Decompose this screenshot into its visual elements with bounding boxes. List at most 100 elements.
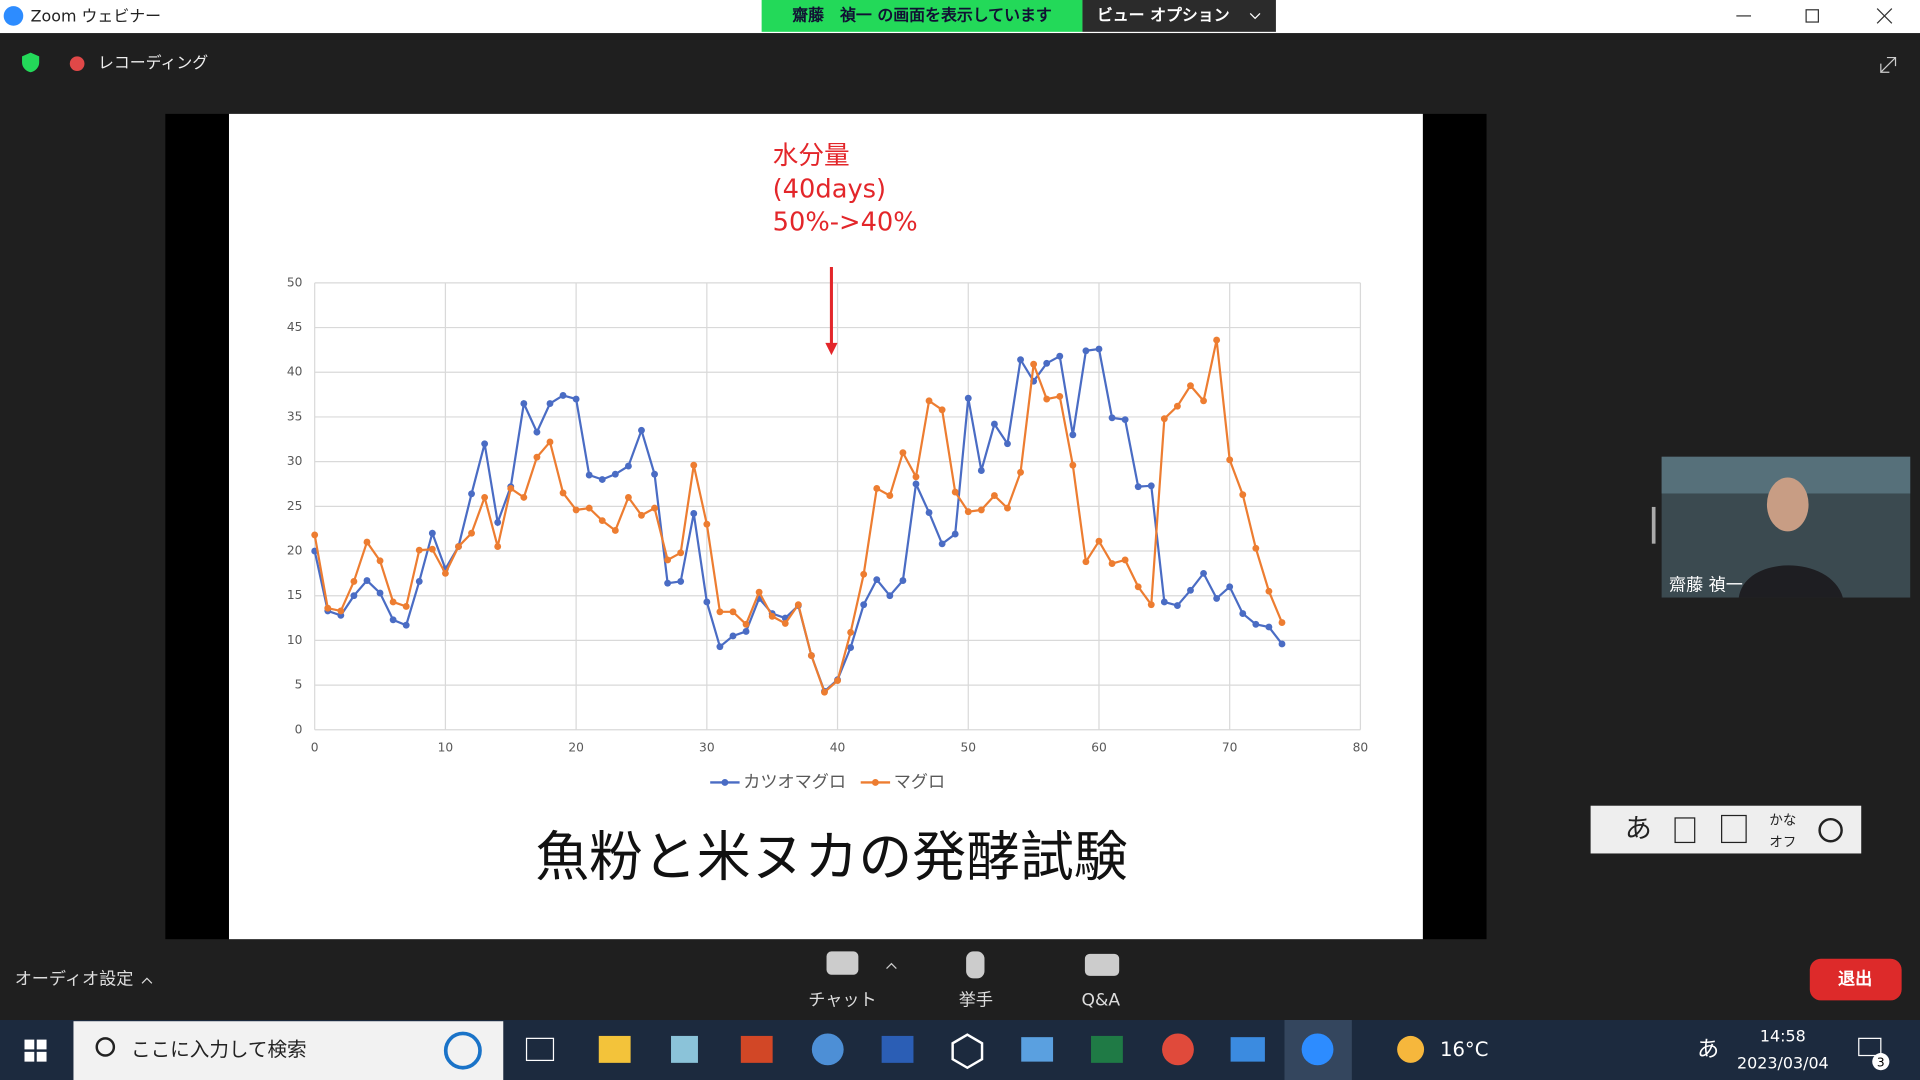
annotation-line: 水分量 xyxy=(773,141,850,171)
data-point xyxy=(1173,402,1181,410)
data-point xyxy=(481,440,489,448)
ime-dict[interactable] xyxy=(1721,814,1747,844)
data-point xyxy=(1056,352,1064,360)
temperature[interactable]: 16°C xyxy=(1440,1038,1488,1061)
data-point xyxy=(468,529,475,537)
weather-icon xyxy=(1397,1035,1425,1063)
app-icon[interactable] xyxy=(671,1035,698,1063)
bing-icon[interactable] xyxy=(443,1031,482,1070)
legend-marker xyxy=(871,779,879,786)
data-point xyxy=(455,543,462,550)
data-point xyxy=(860,570,868,578)
share-banner xyxy=(761,0,1083,32)
data-point xyxy=(755,588,763,596)
recording-label: レコーディング xyxy=(98,53,208,72)
data-point xyxy=(1082,347,1090,355)
slide xyxy=(228,113,1423,940)
start-button[interactable] xyxy=(24,1039,47,1062)
notification-badge xyxy=(1872,1053,1890,1071)
data-point xyxy=(886,592,894,600)
data-point xyxy=(494,518,502,526)
data-point xyxy=(847,628,855,636)
data-point xyxy=(1173,602,1181,609)
data-point xyxy=(664,579,672,587)
data-point xyxy=(951,530,959,538)
leave-button[interactable] xyxy=(1809,958,1902,1001)
app-icon[interactable] xyxy=(1021,1037,1054,1062)
taskbar-apps xyxy=(525,1020,1352,1080)
app-icon[interactable] xyxy=(1162,1033,1194,1066)
x-tick-label: 40 xyxy=(830,741,846,755)
y-tick-label: 45 xyxy=(287,320,303,334)
data-point xyxy=(1187,382,1194,390)
data-point xyxy=(1226,583,1234,591)
ime-mode[interactable]: あ xyxy=(1625,814,1652,845)
search-box[interactable] xyxy=(73,1021,504,1080)
data-point xyxy=(324,604,332,612)
data-point xyxy=(376,557,384,565)
data-point xyxy=(703,598,711,606)
hand-label[interactable]: 挙手 xyxy=(959,990,993,1010)
app-icon[interactable] xyxy=(951,1033,984,1070)
data-point xyxy=(1043,395,1051,403)
app-icon[interactable] xyxy=(1091,1035,1123,1063)
security-icon[interactable] xyxy=(22,52,40,73)
app-icon[interactable] xyxy=(598,1035,631,1063)
app-icon[interactable] xyxy=(881,1035,914,1063)
data-point xyxy=(990,420,998,428)
data-point xyxy=(611,527,619,534)
zoom-icon xyxy=(3,6,24,26)
data-point xyxy=(768,612,776,620)
data-point xyxy=(781,619,789,627)
chat-label[interactable]: チャット xyxy=(808,990,876,1010)
participant-name: 齋藤 禎一 xyxy=(1669,575,1743,595)
data-point xyxy=(1278,640,1286,648)
data-point xyxy=(468,490,475,498)
clock-time[interactable]: 14:58 xyxy=(1760,1027,1806,1046)
data-point xyxy=(1147,482,1155,490)
y-tick-label: 20 xyxy=(287,544,303,558)
data-point xyxy=(964,394,972,402)
data-point xyxy=(1213,594,1221,602)
view-options[interactable] xyxy=(1082,0,1276,32)
data-point xyxy=(716,608,724,616)
data-point xyxy=(873,576,881,584)
data-point xyxy=(624,493,632,501)
y-tick-label: 30 xyxy=(287,454,303,468)
ime-pad[interactable] xyxy=(1674,817,1696,844)
data-point xyxy=(559,489,567,497)
app-icon[interactable] xyxy=(740,1035,773,1063)
data-point xyxy=(664,556,672,564)
data-point xyxy=(598,476,606,483)
y-tick-label: 0 xyxy=(295,722,303,736)
notification-icon[interactable] xyxy=(1858,1037,1882,1057)
app-icon[interactable] xyxy=(525,1037,555,1062)
data-point xyxy=(585,504,593,512)
data-point xyxy=(951,488,959,496)
data-point xyxy=(533,453,541,461)
data-point xyxy=(1069,431,1077,439)
qa-label[interactable]: Q&A xyxy=(1082,990,1121,1010)
data-point xyxy=(1147,601,1155,609)
audio-settings[interactable]: オーディオ設定 xyxy=(15,969,134,990)
data-point xyxy=(402,621,410,629)
tray-ime[interactable]: あ xyxy=(1697,1038,1719,1063)
person-head xyxy=(1766,477,1809,532)
app-icon[interactable] xyxy=(1230,1037,1265,1062)
data-point xyxy=(742,628,750,635)
y-tick-label: 35 xyxy=(287,409,303,423)
data-point xyxy=(1200,569,1207,577)
fullscreen[interactable] xyxy=(1880,56,1897,73)
ime-kana[interactable]: かな xyxy=(1769,812,1796,828)
data-point xyxy=(1108,414,1116,422)
y-tick-label: 5 xyxy=(295,678,303,692)
data-point xyxy=(794,601,802,609)
data-point xyxy=(585,471,593,479)
hand-icon xyxy=(966,951,985,979)
data-point xyxy=(311,531,319,539)
app-icon[interactable] xyxy=(811,1033,844,1066)
ime-settings[interactable] xyxy=(1818,817,1843,843)
data-point xyxy=(363,538,371,546)
legend-marker xyxy=(721,779,729,786)
y-tick-label: 15 xyxy=(287,588,303,602)
